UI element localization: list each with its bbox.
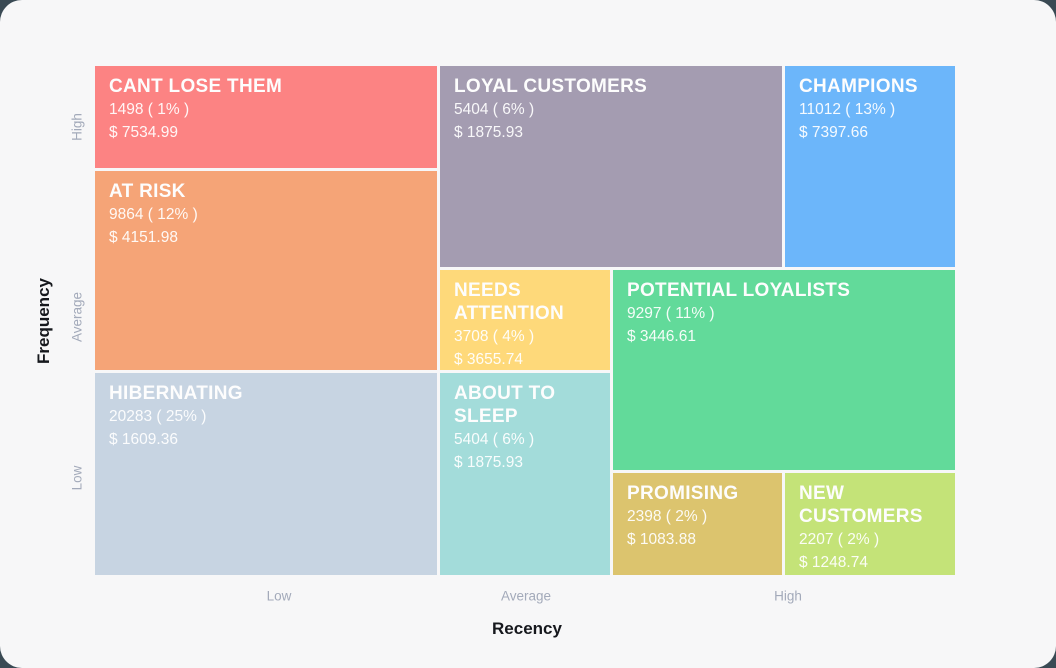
segment-at-risk[interactable]: AT RISK 9864 ( 12% ) $ 4151.98 [95, 171, 437, 370]
segment-cant-lose-them[interactable]: CANT LOSE THEM 1498 ( 1% ) $ 7534.99 [95, 66, 437, 168]
x-tick-average: Average [500, 588, 552, 604]
segment-count: 5404 ( 6% ) [454, 431, 535, 448]
y-tick-average: Average [69, 291, 85, 343]
segment-title: LOYAL CUSTOMERS [454, 76, 648, 97]
segment-monetary: $ 1875.93 [454, 124, 523, 141]
segment-monetary: $ 1875.93 [454, 454, 523, 471]
segment-title: NEEDS ATTENTION [454, 280, 565, 324]
segment-monetary: $ 1609.36 [109, 431, 178, 448]
segment-monetary: $ 1083.88 [627, 531, 696, 548]
segment-title: CHAMPIONS [799, 76, 918, 97]
y-axis-title: Frequency [34, 278, 53, 364]
segment-count: 9864 ( 12% ) [109, 206, 198, 223]
segment-count: 2207 ( 2% ) [799, 531, 880, 548]
segment-new-customers[interactable]: NEW CUSTOMERS 2207 ( 2% ) $ 1248.74 [785, 473, 955, 575]
segment-monetary: $ 7397.66 [799, 124, 868, 141]
segment-monetary: $ 7534.99 [109, 124, 178, 141]
segment-monetary: $ 3446.61 [627, 328, 696, 345]
segment-monetary: $ 4151.98 [109, 229, 178, 246]
y-tick-low: Low [69, 465, 85, 491]
segment-count: 20283 ( 25% ) [109, 408, 207, 425]
segment-title: HIBERNATING [109, 383, 243, 404]
x-tick-high: High [774, 588, 802, 604]
segment-count: 11012 ( 13% ) [799, 101, 896, 118]
segment-title: CANT LOSE THEM [109, 76, 283, 97]
segment-needs-attention[interactable]: NEEDS ATTENTION 3708 ( 4% ) $ 3655.74 [440, 270, 610, 370]
segment-title: PROMISING [627, 483, 739, 504]
x-axis-title: Recency [492, 619, 562, 638]
segment-count: 2398 ( 2% ) [627, 508, 708, 525]
segment-title: ABOUT TO SLEEP [454, 383, 556, 427]
segment-count: 3708 ( 4% ) [454, 328, 535, 345]
y-tick-high: High [69, 113, 85, 141]
segment-champions[interactable]: CHAMPIONS 11012 ( 13% ) $ 7397.66 [785, 66, 955, 267]
segment-count: 5404 ( 6% ) [454, 101, 535, 118]
segment-title: AT RISK [109, 181, 186, 202]
segment-about-to-sleep[interactable]: ABOUT TO SLEEP 5404 ( 6% ) $ 1875.93 [440, 373, 610, 575]
segment-monetary: $ 3655.74 [454, 351, 523, 368]
segment-loyal-customers[interactable]: LOYAL CUSTOMERS 5404 ( 6% ) $ 1875.93 [440, 66, 782, 267]
segment-promising[interactable]: PROMISING 2398 ( 2% ) $ 1083.88 [613, 473, 782, 575]
segment-potential-loyalists[interactable]: POTENTIAL LOYALISTS 9297 ( 11% ) $ 3446.… [613, 270, 955, 470]
rfm-segment-grid: CANT LOSE THEM 1498 ( 1% ) $ 7534.99 LOY… [95, 66, 955, 575]
segment-count: 1498 ( 1% ) [109, 101, 190, 118]
segment-hibernating[interactable]: HIBERNATING 20283 ( 25% ) $ 1609.36 [95, 373, 437, 575]
segment-title: POTENTIAL LOYALISTS [627, 280, 851, 301]
segment-count: 9297 ( 11% ) [627, 305, 715, 322]
segment-monetary: $ 1248.74 [799, 554, 868, 571]
x-tick-low: Low [266, 588, 292, 604]
segment-title: NEW CUSTOMERS [799, 483, 923, 527]
